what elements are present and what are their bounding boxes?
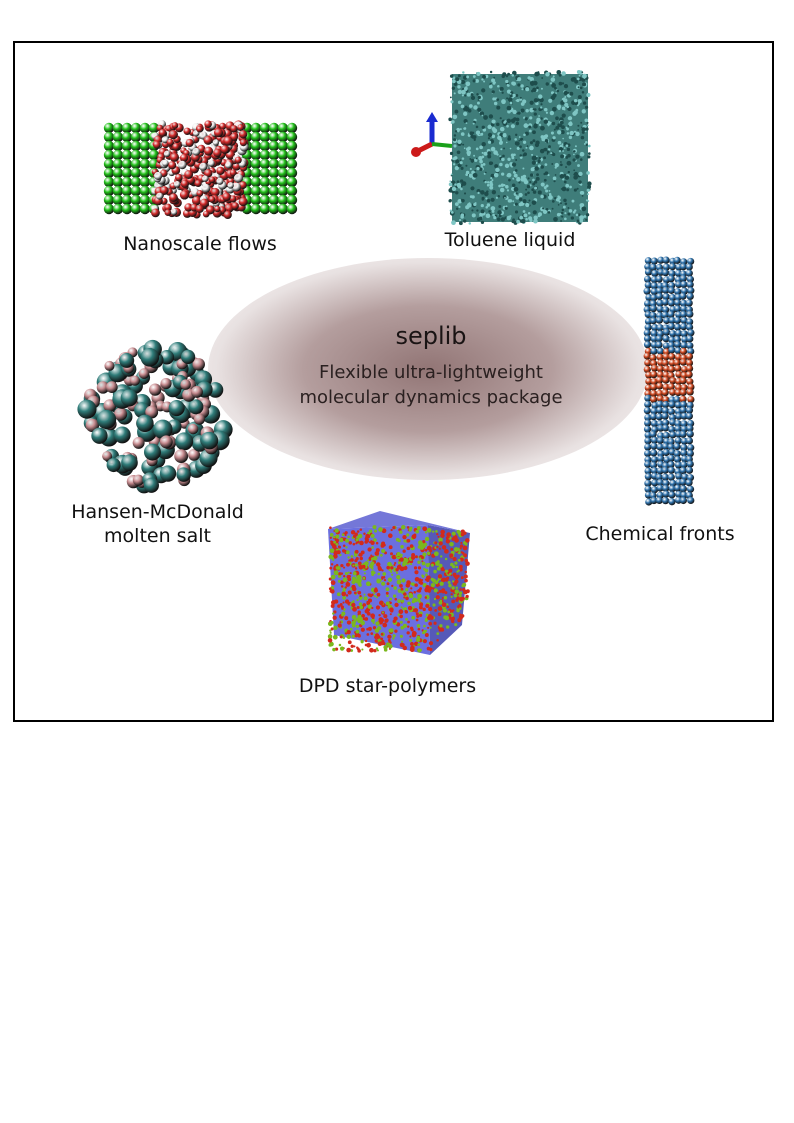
chemical-fronts-label: Chemical fronts [570,522,750,546]
molten-salt-image [75,335,235,495]
dpd-star-polymers-image [320,505,480,665]
molten-salt-label-line1: Hansen-McDonald [55,500,260,524]
toluene-liquid-image [410,68,590,228]
nanoscale-flows-image [105,120,295,220]
molten-salt-label: Hansen-McDonald molten salt [55,500,260,548]
chemical-fronts-image [640,257,700,507]
dpd-star-polymers-label: DPD star-polymers [280,674,495,698]
toluene-liquid-label: Toluene liquid [415,228,605,252]
nanoscale-flows-label: Nanoscale flows [100,232,300,256]
molten-salt-label-line2: molten salt [55,524,260,548]
